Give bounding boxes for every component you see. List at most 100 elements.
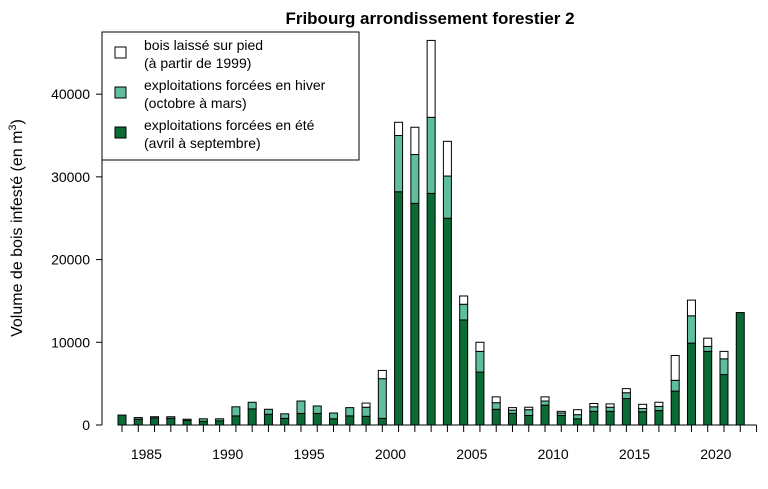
bar-summer-1992 — [247, 408, 257, 426]
x-tick-label-1990: 1990 — [212, 446, 243, 462]
y-tick-label-10000: 10000 — [51, 334, 90, 350]
x-tick-label-2005: 2005 — [456, 446, 487, 462]
bar-summer-2010 — [540, 404, 550, 426]
bar-summer-1984 — [117, 414, 127, 426]
bar-summer-1994 — [280, 417, 290, 426]
bar-standing-2021 — [719, 350, 729, 360]
legend-label-standing: bois laissé sur pied — [144, 37, 263, 53]
bar-standing-2017 — [654, 401, 664, 407]
bar-winter-2015 — [621, 392, 631, 400]
y-axis-label-close: ) — [9, 119, 26, 124]
bar-winter-2006 — [475, 350, 485, 373]
bar-winter-1998 — [345, 407, 355, 417]
bar-summer-2011 — [556, 414, 566, 426]
bar-winter-2000 — [377, 378, 387, 419]
bar-summer-2002 — [410, 202, 420, 426]
bar-summer-1989 — [198, 420, 208, 426]
bar-summer-2007 — [491, 408, 501, 426]
legend-label-winter: exploitations forcées en hiver — [144, 77, 326, 93]
bar-winter-2007 — [491, 402, 501, 410]
bar-winter-2004 — [442, 175, 452, 219]
bar-standing-2014 — [605, 403, 615, 408]
legend-swatch-winter — [114, 86, 127, 99]
bar-summer-2013 — [589, 410, 599, 426]
bar-summer-1997 — [329, 418, 339, 426]
bar-winter-2010 — [540, 400, 550, 406]
bar-standing-2011 — [556, 410, 566, 414]
bar-winter-1997 — [329, 412, 339, 420]
bar-standing-2016 — [638, 403, 648, 409]
bar-summer-2022 — [735, 312, 745, 426]
bar-winter-2017 — [654, 405, 664, 412]
bar-winter-2012 — [573, 414, 583, 420]
bar-winter-2018 — [670, 379, 680, 392]
bar-winter-2013 — [589, 406, 599, 412]
bar-winter-1992 — [247, 401, 257, 410]
bar-winter-2021 — [719, 358, 729, 376]
bar-winter-2019 — [686, 315, 696, 344]
legend-sublabel-standing: (à partir de 1999) — [144, 55, 251, 71]
chart-title: Fribourg arrondissement forestier 2 — [285, 9, 574, 28]
x-tick-label-1995: 1995 — [294, 446, 325, 462]
y-axis-label-main: Volume de bois infesté (en m — [9, 131, 26, 337]
bar-winter-2001 — [394, 135, 404, 193]
y-tick-label-30000: 30000 — [51, 169, 90, 185]
x-tick-label-1985: 1985 — [131, 446, 162, 462]
bar-standing-2001 — [394, 121, 404, 137]
bar-summer-1990 — [215, 420, 225, 426]
bar-winter-1990 — [215, 418, 225, 422]
bar-summer-1995 — [296, 412, 306, 426]
x-tick-label-2000: 2000 — [375, 446, 406, 462]
bar-summer-1998 — [345, 415, 355, 426]
bar-winter-2002 — [410, 154, 420, 204]
bar-winter-1987 — [166, 416, 176, 419]
bar-winter-2020 — [703, 345, 713, 352]
bar-standing-2018 — [670, 355, 680, 381]
bar-summer-2015 — [621, 398, 631, 426]
bar-standing-2008 — [507, 407, 517, 411]
y-tick-label-20000: 20000 — [51, 252, 90, 268]
bar-winter-1993 — [263, 408, 273, 415]
bar-winter-1994 — [280, 413, 290, 419]
x-tick-label-2020: 2020 — [700, 446, 731, 462]
bar-winter-2014 — [605, 406, 615, 412]
y-tick-label-0: 0 — [82, 417, 90, 433]
bars-layer — [117, 39, 745, 426]
bar-standing-2015 — [621, 388, 631, 394]
bar-summer-2016 — [638, 411, 648, 426]
bar-summer-1987 — [166, 417, 176, 426]
bar-winter-1996 — [312, 405, 322, 414]
x-tick-label-2010: 2010 — [538, 446, 569, 462]
bar-summer-2009 — [524, 414, 534, 426]
legend-box — [101, 31, 360, 161]
bar-standing-1999 — [361, 402, 371, 408]
bar-summer-1993 — [263, 413, 273, 426]
bar-summer-2001 — [394, 191, 404, 426]
bar-summer-2021 — [719, 374, 729, 426]
bar-summer-2000 — [377, 417, 387, 426]
bar-winter-2005 — [459, 303, 469, 321]
legend: bois laissé sur pied (à partir de 1999) ex… — [101, 31, 360, 161]
y-tick-label-40000: 40000 — [51, 86, 90, 102]
legend-swatch-summer — [114, 126, 127, 139]
bar-summer-2003 — [426, 192, 436, 426]
bar-standing-2004 — [442, 140, 452, 177]
bar-winter-1988 — [182, 418, 192, 421]
legend-sublabel-winter: (octobre à mars) — [144, 95, 247, 111]
bar-standing-2006 — [475, 341, 485, 352]
bar-summer-1985 — [133, 418, 143, 426]
bar-standing-2002 — [410, 126, 420, 156]
bar-standing-2010 — [540, 396, 550, 402]
bar-summer-1996 — [312, 412, 322, 426]
bar-standing-2013 — [589, 403, 599, 408]
bar-standing-2020 — [703, 337, 713, 347]
bar-summer-1988 — [182, 419, 192, 426]
bar-summer-2017 — [654, 410, 664, 426]
bar-summer-2004 — [442, 217, 452, 426]
bar-summer-2018 — [670, 390, 680, 426]
x-tick-label-2015: 2015 — [619, 446, 650, 462]
legend-label-summer: exploitations forcées en été — [144, 117, 315, 133]
bar-winter-1989 — [198, 418, 208, 422]
bar-summer-1991 — [231, 415, 241, 426]
